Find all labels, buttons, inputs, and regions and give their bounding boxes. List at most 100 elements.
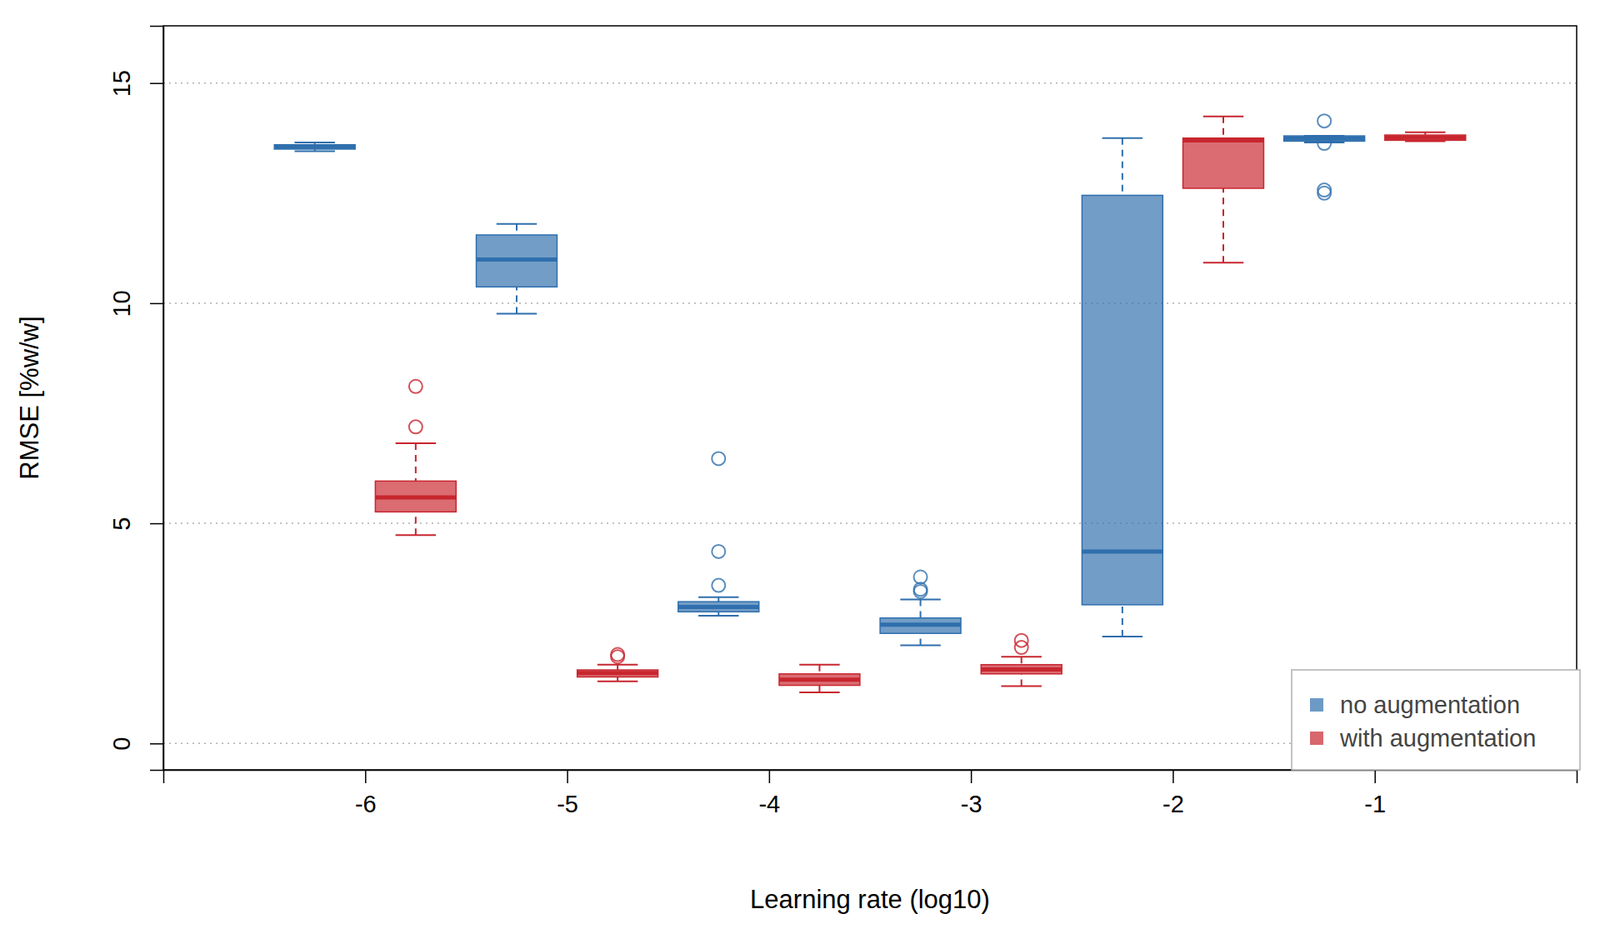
y-axis-line: [150, 26, 165, 771]
box-group: [980, 634, 1062, 687]
whisker-cap: [1203, 115, 1244, 118]
whisker-cap: [1405, 131, 1445, 134]
y-tick: 15: [108, 70, 164, 97]
outlier: [711, 451, 725, 465]
x-tick-label: -6: [355, 790, 377, 818]
whisker: [1222, 116, 1225, 139]
whisker-cap: [900, 644, 940, 646]
whisker-cap: [395, 534, 436, 536]
x-tick-label: -3: [960, 790, 983, 818]
whisker-cap: [1000, 655, 1041, 658]
median: [274, 145, 355, 150]
median: [1081, 549, 1163, 554]
box: [375, 480, 456, 512]
box-group: [1284, 114, 1365, 200]
median: [880, 622, 961, 627]
whisker: [920, 600, 922, 619]
legend-label: with augmentation: [1339, 725, 1536, 752]
box: [1385, 135, 1466, 140]
series: [375, 116, 1465, 693]
y-tick-label: 5: [108, 517, 135, 531]
outlier: [1317, 136, 1331, 150]
whisker-cap: [395, 442, 436, 445]
y-tick-mark: [150, 743, 164, 745]
x-tick-mark: [769, 770, 771, 784]
y-tick: 0: [108, 737, 164, 751]
x-tick: -3: [960, 770, 983, 818]
x-tick-mark: [365, 770, 367, 784]
x-tick-label: -1: [1364, 790, 1386, 818]
whisker-cap: [294, 150, 335, 153]
median: [1183, 138, 1265, 143]
x-tick-mark: [970, 770, 973, 784]
legend-swatch: [1310, 731, 1324, 745]
x-tick-mark: [1172, 770, 1175, 784]
median: [476, 257, 558, 262]
plot-frame: [163, 25, 1577, 770]
y-tick-mark: [150, 82, 164, 85]
x-tick-label: -2: [1162, 790, 1185, 818]
whisker-cap: [1102, 635, 1143, 638]
plot-area: [274, 114, 1465, 693]
whisker-cap: [597, 680, 638, 683]
grid-line: [163, 302, 1577, 305]
box: [577, 670, 659, 677]
x-tick: -5: [556, 770, 579, 818]
legend-swatch: [1310, 698, 1324, 712]
outlier: [1317, 186, 1331, 200]
median: [980, 667, 1062, 672]
y-tick-label: 10: [108, 290, 135, 317]
outlier: [914, 570, 928, 585]
x-tick-mark: [1374, 770, 1376, 784]
whisker: [415, 443, 417, 481]
x-axis-line: [164, 770, 1578, 785]
y-tick: 10: [108, 290, 164, 317]
whisker: [515, 224, 518, 235]
x-tick: -1: [1364, 770, 1386, 818]
box-group: [1081, 138, 1163, 637]
x-tick: -6: [355, 770, 377, 818]
box: [880, 618, 961, 634]
y-tick: 5: [108, 517, 164, 531]
x-tick-mark: [566, 770, 569, 784]
whisker: [1020, 656, 1023, 665]
outlier: [711, 545, 725, 559]
whisker: [818, 685, 820, 693]
y-tick-mark: [150, 523, 164, 525]
box-group: [1385, 132, 1466, 142]
whisker: [1020, 674, 1023, 687]
x-tick-label: -5: [556, 790, 579, 818]
legend-box: [1291, 670, 1580, 770]
whisker-cap: [799, 691, 840, 694]
series: [274, 114, 1365, 645]
whisker: [818, 665, 820, 675]
outlier: [1317, 114, 1331, 128]
box-group: [779, 665, 860, 693]
grid-line: [163, 522, 1577, 525]
x-tick: -2: [1162, 770, 1185, 818]
box: [476, 235, 558, 287]
x-tick: -4: [758, 770, 780, 818]
outlier: [1317, 183, 1331, 197]
whisker-cap: [698, 596, 739, 599]
outlier: [409, 420, 423, 434]
median: [779, 677, 860, 682]
whisker: [515, 286, 518, 314]
box-group: [476, 224, 558, 315]
whisker: [415, 511, 417, 535]
outlier: [409, 380, 423, 394]
legend: no augmentationwith augmentation: [1291, 670, 1580, 770]
box: [980, 665, 1062, 675]
box-group: [678, 451, 760, 616]
box-group: [1183, 116, 1265, 263]
whisker-cap: [1102, 137, 1143, 140]
outlier: [610, 650, 625, 664]
y-axis-title: RMSE [%w/w]: [15, 315, 45, 480]
box: [1081, 195, 1163, 605]
whisker-cap: [1000, 685, 1041, 688]
outlier: [1015, 640, 1029, 655]
outlier: [711, 579, 725, 593]
whisker-cap: [698, 615, 739, 617]
box-group: [880, 570, 961, 646]
whisker-cap: [294, 141, 335, 144]
